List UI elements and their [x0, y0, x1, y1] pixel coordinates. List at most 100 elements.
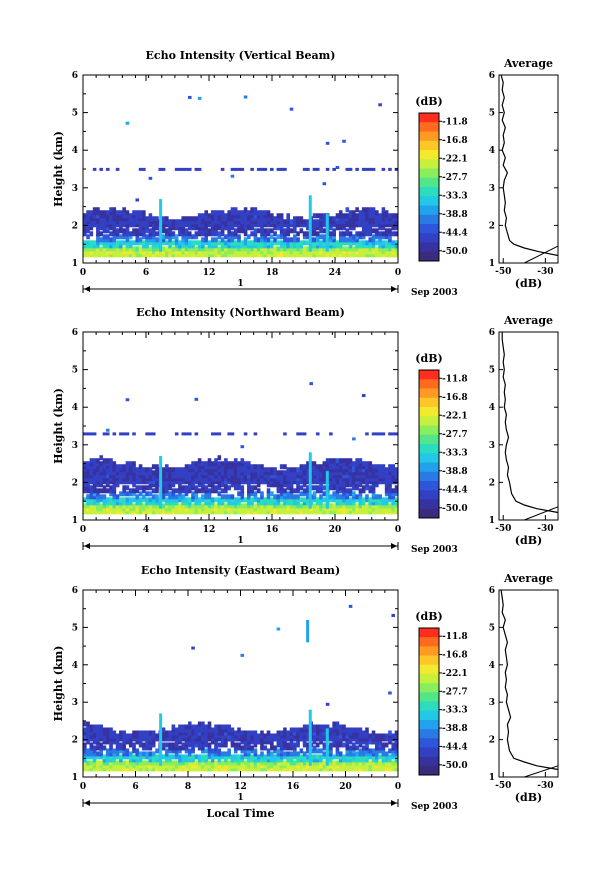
heatmap-cell	[99, 246, 103, 252]
heatmap-cell	[201, 724, 205, 730]
heatmap-cell	[191, 479, 195, 485]
heatmap-cell	[302, 479, 307, 485]
heatmap-cell	[128, 754, 133, 760]
heatmap-cell	[132, 745, 136, 751]
heatmap-cell	[325, 724, 330, 730]
heatmap-cell	[371, 500, 376, 506]
average-profile-line	[501, 332, 559, 514]
heatmap-cell	[293, 252, 297, 258]
heatmap-cell	[168, 473, 172, 479]
heatmap-cell	[302, 231, 307, 237]
heatmap-cell	[299, 464, 304, 470]
heatmap-cell	[99, 736, 103, 742]
heatmap-cell	[83, 754, 87, 760]
heatmap-cell	[86, 470, 90, 476]
heatmap-cell	[368, 739, 373, 745]
heatmap-cell	[283, 231, 287, 237]
heatmap-cell	[83, 745, 87, 751]
heatmap-cell	[322, 491, 327, 497]
heatmap-cell	[296, 497, 300, 503]
heatmap-cell	[158, 763, 163, 769]
heatmap-cell	[266, 228, 271, 234]
heatmap-cell	[348, 461, 353, 467]
heatmap-cell	[338, 249, 343, 255]
heatmap-cell	[132, 479, 136, 485]
heatmap-cell	[174, 754, 179, 760]
heatmap-cell	[296, 754, 300, 760]
heatmap-cell	[378, 763, 382, 769]
heatmap-cell	[168, 742, 172, 748]
heatmap-cell	[197, 488, 202, 494]
heatmap-cell	[237, 243, 241, 249]
heatmap-cell	[256, 216, 261, 222]
heatmap-cell	[115, 497, 120, 503]
heatmap-cell	[194, 479, 199, 485]
heatmap-cell	[112, 488, 117, 494]
average-title: Average	[503, 314, 553, 327]
heatmap-cell	[296, 757, 300, 763]
heatmap-cell	[135, 733, 140, 739]
heatmap-cell	[378, 503, 382, 509]
heatmap-cell	[378, 234, 382, 240]
heatmap-cell	[319, 249, 323, 255]
colorbar-frame	[418, 627, 440, 776]
heatmap-cell	[329, 473, 333, 479]
heatmap-cell	[388, 757, 392, 763]
heatmap-cell	[224, 497, 228, 503]
heatmap-cell	[178, 754, 182, 760]
colorbar-label: -38.8	[442, 724, 468, 734]
heatmap-cell	[151, 503, 156, 509]
heatmap-cell	[155, 500, 159, 506]
heatmap-cell	[155, 482, 159, 488]
heatmap-cell	[394, 733, 399, 739]
heatmap-cell	[233, 231, 238, 237]
heatmap-cell	[355, 479, 359, 485]
heatmap-cell	[161, 249, 166, 255]
heatmap-cell	[145, 751, 149, 757]
y-tick-label: 2	[72, 221, 78, 231]
heatmap-cell	[224, 760, 228, 766]
heatmap-cell	[115, 213, 120, 219]
heatmap-cell	[138, 473, 143, 479]
heatmap-cell	[276, 240, 281, 246]
heatmap-cell	[204, 500, 208, 506]
heatmap-cell	[184, 479, 189, 485]
heatmap-cell	[358, 473, 363, 479]
heatmap-cell	[302, 488, 307, 494]
heatmap-cell	[345, 766, 350, 772]
heatmap-cell	[247, 461, 251, 467]
heatmap-cell	[210, 231, 215, 237]
heatmap-cell	[119, 249, 123, 255]
heatmap-cell	[233, 736, 238, 742]
heatmap-cell	[155, 249, 159, 255]
heatmap-cell	[155, 470, 159, 476]
heatmap-cell	[207, 724, 212, 730]
heatmap-cell	[99, 506, 103, 512]
heatmap-cell	[145, 240, 149, 246]
heatmap-cell	[375, 503, 379, 509]
heatmap-cell	[355, 760, 359, 766]
heatmap-cell	[260, 742, 264, 748]
heatmap-cell	[145, 739, 149, 745]
heatmap-cell	[394, 488, 399, 494]
heatmap-cell	[217, 482, 222, 488]
heatmap-cell	[112, 754, 117, 760]
heatmap-cell	[135, 485, 140, 491]
heatmap-cell	[381, 503, 386, 509]
heatmap-cell	[109, 488, 113, 494]
heatmap-cell	[243, 766, 248, 772]
heatmap-cell	[289, 730, 294, 736]
heatmap-cell	[253, 252, 258, 258]
heatmap-cell	[128, 246, 133, 252]
heatmap-cell	[335, 724, 340, 730]
heatmap-cell	[381, 745, 386, 751]
heatmap-cell	[145, 509, 149, 515]
heatmap-cell	[270, 742, 274, 748]
heatmap-cell	[109, 461, 113, 467]
heatmap-cell	[99, 763, 103, 769]
heatmap-cell	[227, 249, 231, 255]
heatmap-cell	[86, 252, 90, 258]
heatmap-cell	[378, 467, 382, 473]
heatmap-cell	[86, 488, 90, 494]
heatmap-cell	[329, 470, 333, 476]
